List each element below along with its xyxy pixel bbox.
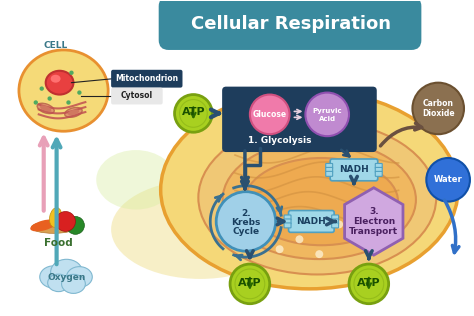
FancyBboxPatch shape: [326, 163, 333, 168]
Text: Acid: Acid: [319, 116, 336, 122]
FancyBboxPatch shape: [332, 219, 338, 224]
Text: CELL: CELL: [44, 40, 68, 50]
Circle shape: [66, 216, 84, 234]
Ellipse shape: [65, 107, 82, 117]
Circle shape: [276, 245, 283, 253]
FancyBboxPatch shape: [284, 215, 291, 220]
Ellipse shape: [245, 158, 398, 245]
Circle shape: [216, 192, 276, 251]
Text: Cytosol: Cytosol: [121, 91, 153, 100]
FancyBboxPatch shape: [375, 171, 382, 176]
FancyBboxPatch shape: [375, 163, 382, 168]
Ellipse shape: [62, 274, 85, 293]
Text: 2.: 2.: [241, 209, 251, 218]
Ellipse shape: [51, 259, 82, 285]
Text: Electron: Electron: [353, 217, 395, 226]
Text: 3.: 3.: [369, 207, 379, 216]
Ellipse shape: [49, 208, 62, 227]
Ellipse shape: [66, 267, 92, 287]
Circle shape: [256, 216, 264, 223]
Circle shape: [69, 70, 73, 75]
Ellipse shape: [111, 180, 290, 279]
Circle shape: [77, 90, 82, 95]
Circle shape: [250, 94, 290, 134]
Circle shape: [426, 158, 470, 202]
Text: Mitochondrion: Mitochondrion: [115, 74, 178, 83]
Ellipse shape: [30, 219, 57, 231]
Ellipse shape: [96, 150, 175, 210]
Circle shape: [335, 221, 343, 228]
Circle shape: [295, 235, 303, 243]
Circle shape: [305, 93, 349, 136]
Circle shape: [66, 100, 71, 105]
Circle shape: [349, 264, 389, 304]
Text: Glucose: Glucose: [253, 110, 287, 119]
FancyBboxPatch shape: [289, 210, 334, 232]
Text: Krebs: Krebs: [231, 218, 261, 227]
Polygon shape: [345, 188, 403, 255]
Circle shape: [230, 264, 270, 304]
Text: 1. Glycolysis: 1. Glycolysis: [248, 136, 311, 145]
Ellipse shape: [48, 274, 70, 292]
FancyBboxPatch shape: [284, 219, 291, 224]
Text: Pyruvic: Pyruvic: [312, 108, 342, 114]
Ellipse shape: [31, 222, 76, 233]
Text: ATP: ATP: [182, 107, 205, 118]
FancyBboxPatch shape: [222, 87, 377, 152]
Ellipse shape: [223, 140, 416, 259]
Circle shape: [47, 96, 52, 101]
Text: Cycle: Cycle: [232, 227, 259, 236]
Text: Transport: Transport: [349, 227, 398, 236]
Ellipse shape: [51, 75, 61, 83]
Circle shape: [174, 94, 212, 132]
Ellipse shape: [37, 103, 54, 114]
Text: Cellular Respiration: Cellular Respiration: [191, 15, 391, 33]
FancyBboxPatch shape: [284, 223, 291, 228]
FancyBboxPatch shape: [159, 0, 421, 50]
Text: Dioxide: Dioxide: [422, 109, 455, 118]
Ellipse shape: [161, 91, 458, 289]
Text: Food: Food: [44, 238, 73, 248]
Text: NADH: NADH: [339, 165, 369, 174]
Ellipse shape: [40, 105, 51, 112]
Ellipse shape: [19, 50, 108, 131]
Text: Carbon: Carbon: [423, 99, 454, 108]
Text: Oxygen: Oxygen: [47, 273, 86, 283]
FancyBboxPatch shape: [330, 159, 378, 181]
Circle shape: [55, 211, 75, 231]
Text: NADH: NADH: [296, 217, 326, 226]
Text: ATP: ATP: [238, 278, 262, 288]
FancyBboxPatch shape: [375, 167, 382, 172]
FancyBboxPatch shape: [326, 171, 333, 176]
Ellipse shape: [68, 110, 79, 115]
FancyBboxPatch shape: [111, 70, 182, 88]
FancyBboxPatch shape: [332, 215, 338, 220]
FancyBboxPatch shape: [326, 167, 333, 172]
Text: Water: Water: [434, 175, 463, 184]
Circle shape: [412, 83, 464, 134]
Ellipse shape: [198, 121, 436, 275]
Circle shape: [315, 250, 323, 258]
Circle shape: [34, 100, 38, 105]
Circle shape: [39, 87, 44, 91]
Ellipse shape: [46, 71, 73, 94]
Text: ATP: ATP: [357, 278, 381, 288]
Ellipse shape: [40, 266, 67, 288]
FancyBboxPatch shape: [332, 223, 338, 228]
FancyBboxPatch shape: [111, 88, 163, 105]
